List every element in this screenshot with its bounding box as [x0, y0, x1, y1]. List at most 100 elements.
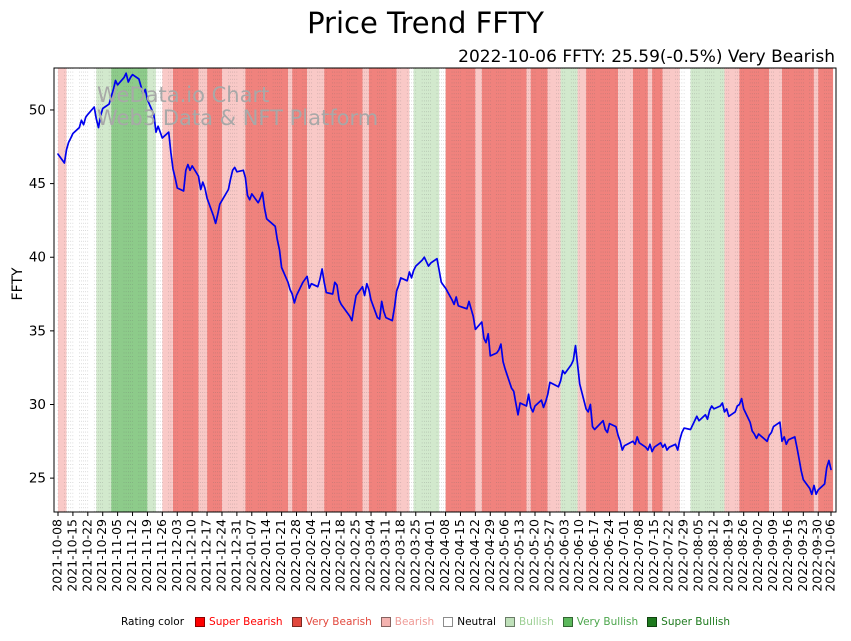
- x-tick-label: 2021-10-08: [50, 519, 65, 592]
- x-tick-label: 2022-04-08: [437, 519, 452, 592]
- legend-swatch-very_bearish: [291, 617, 302, 627]
- x-tick-label: 2022-08-26: [735, 519, 750, 592]
- rating-band: [818, 68, 834, 512]
- rating-band: [324, 68, 363, 512]
- x-tick-label: 2022-08-19: [720, 519, 735, 592]
- x-tick-label: 2022-02-04: [303, 519, 318, 592]
- watermark: WeData.io Chart Web3 Data & NFT Platform: [97, 84, 378, 129]
- legend-label-very_bearish: Very Bearish: [305, 616, 372, 628]
- x-tick-label: 2022-08-12: [705, 519, 720, 592]
- x-tick-label: 2022-04-29: [482, 519, 497, 592]
- chart-subtitle: 2022-10-06 FFTY: 25.59(-0.5%) Very Beari…: [458, 47, 835, 67]
- x-tick-label: 2022-05-20: [527, 519, 542, 592]
- x-tick-label: 2022-09-16: [780, 519, 795, 592]
- x-tick-label: 2022-05-06: [497, 519, 512, 592]
- legend-swatch-bullish: [504, 617, 515, 627]
- rating-band: [652, 68, 663, 512]
- rating-band: [633, 68, 648, 512]
- rating-band: [245, 68, 288, 512]
- legend-swatch-very_bullish: [562, 617, 573, 627]
- x-tick-label: 2022-09-02: [750, 519, 765, 592]
- x-tick-label: 2022-03-04: [363, 519, 378, 592]
- x-tick-label: 2022-07-15: [646, 519, 661, 592]
- legend-label-neutral: Neutral: [457, 616, 496, 628]
- x-tick-label: 2022-03-25: [407, 519, 422, 592]
- legend-label-bullish: Bullish: [518, 616, 554, 628]
- rating-band: [396, 68, 410, 512]
- rating-band: [662, 68, 680, 512]
- rating-band: [647, 68, 653, 512]
- legend-item-bullish: Bullish: [504, 616, 554, 628]
- x-tick-label: 2022-03-11: [377, 519, 392, 592]
- y-tick-label: 40: [29, 250, 46, 266]
- x-tick-label: 2022-02-25: [348, 519, 363, 592]
- rating-band: [577, 68, 587, 512]
- price-line: [57, 72, 832, 496]
- x-tick-label: 2021-12-03: [169, 519, 184, 592]
- x-tick-label: 2021-11-12: [124, 519, 139, 592]
- legend-item-very_bullish: Very Bullish: [562, 616, 639, 628]
- legend-label-very_bullish: Very Bullish: [576, 616, 639, 628]
- y-tick-label: 45: [29, 176, 46, 192]
- legend-swatch-neutral: [443, 617, 454, 627]
- x-tick-label: 2021-12-10: [184, 519, 199, 592]
- rating-band: [207, 68, 222, 512]
- x-tick-label: 2022-07-01: [616, 519, 631, 592]
- x-tick-label: 2021-12-17: [199, 519, 214, 592]
- rating-band: [445, 68, 476, 512]
- x-tick-label: 2022-10-06: [823, 519, 838, 592]
- rating-band: [547, 68, 561, 512]
- rating-band: [481, 68, 527, 512]
- legend-item-neutral: Neutral: [443, 616, 496, 628]
- rating-legend: Rating color Super Bearish Very Bearish Be…: [0, 616, 851, 628]
- rating-band: [198, 68, 207, 512]
- x-tick-label: 2021-11-19: [139, 519, 154, 592]
- watermark-line1: WeData.io Chart: [97, 83, 270, 107]
- x-tick-label: 2022-04-01: [422, 519, 437, 592]
- rating-band: [769, 68, 782, 512]
- y-tick-label: 35: [29, 323, 46, 339]
- rating-band: [368, 68, 397, 512]
- legend-swatch-super_bullish: [647, 617, 658, 627]
- x-tick-label: 2021-10-15: [64, 519, 79, 592]
- y-tick-label: 25: [29, 471, 46, 487]
- rating-band: [560, 68, 578, 512]
- legend-item-super_bearish: Super Bearish: [195, 616, 283, 628]
- x-tick-label: 2021-10-29: [94, 519, 109, 592]
- x-tick-label: 2022-02-11: [318, 519, 333, 592]
- y-tick-label: 50: [29, 102, 46, 118]
- rating-band: [162, 68, 173, 512]
- rating-band: [618, 68, 633, 512]
- legend-title: Rating color: [120, 616, 185, 628]
- y-axis-label: FFTY: [10, 267, 26, 301]
- rating-band: [586, 68, 618, 512]
- rating-band: [526, 68, 531, 512]
- rating-band: [782, 68, 814, 512]
- rating-band: [814, 68, 819, 512]
- x-tick-label: 2022-06-24: [601, 519, 616, 592]
- rating-band: [173, 68, 199, 512]
- rating-band: [111, 68, 148, 512]
- x-tick-label: 2022-07-08: [631, 519, 646, 592]
- x-tick-label: 2022-06-10: [571, 519, 586, 592]
- x-tick-label: 2021-10-22: [79, 519, 94, 592]
- x-tick-label: 2022-07-29: [676, 519, 691, 592]
- legend-swatch-bearish: [380, 617, 391, 627]
- legend-item-very_bearish: Very Bearish: [291, 616, 372, 628]
- legend-items: Super Bearish Very Bearish Bearish Neutral B…: [195, 616, 730, 628]
- rating-band: [690, 68, 725, 512]
- rating-band: [739, 68, 770, 512]
- legend-label-bearish: Bearish: [394, 616, 435, 628]
- x-tick-label: 2022-07-22: [661, 519, 676, 592]
- x-tick-label: 2022-06-03: [556, 519, 571, 592]
- legend-label-super_bullish: Super Bullish: [661, 616, 731, 628]
- legend-label-super_bearish: Super Bearish: [209, 616, 283, 628]
- x-tick-label: 2022-06-17: [586, 519, 601, 592]
- x-tick-label: 2022-09-09: [765, 519, 780, 592]
- x-tick-label: 2022-01-14: [258, 519, 273, 592]
- x-tick-label: 2022-04-15: [452, 519, 467, 592]
- x-tick-label: 2021-12-24: [213, 519, 228, 592]
- x-tick-label: 2022-01-28: [288, 519, 303, 592]
